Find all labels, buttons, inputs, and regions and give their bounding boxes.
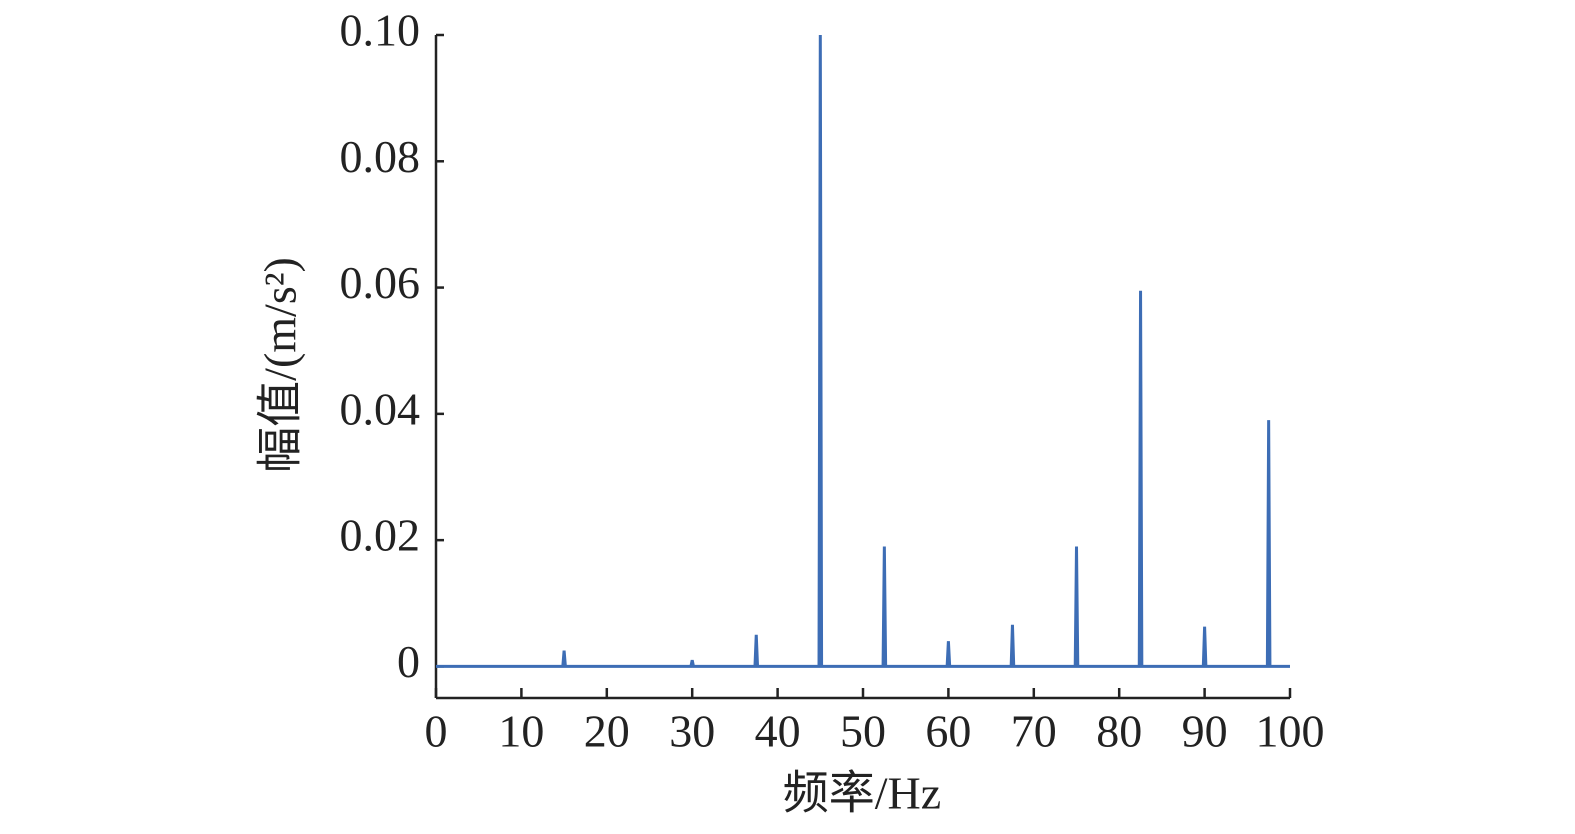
x-tick-label: 90 (1182, 706, 1228, 757)
x-tick-label: 80 (1096, 706, 1142, 757)
y-tick-label: 0.06 (340, 257, 421, 308)
y-axis-label: 幅值/(m/s²) (255, 257, 306, 473)
x-tick-label: 50 (840, 706, 886, 757)
x-tick-label: 40 (755, 706, 801, 757)
x-axis-label: 频率/Hz (783, 768, 941, 819)
y-tick-label: 0.04 (340, 383, 421, 434)
x-tick-label: 0 (425, 706, 448, 757)
x-tick-label: 10 (498, 706, 544, 757)
x-tick-label: 30 (669, 706, 715, 757)
y-tick-label: 0.08 (340, 131, 421, 182)
data-line (436, 34, 1290, 668)
x-tick-label: 100 (1256, 706, 1325, 757)
x-tick-label: 20 (584, 706, 630, 757)
y-tick-label: 0.02 (340, 510, 421, 561)
y-tick-label: 0.10 (340, 5, 421, 56)
x-tick-label: 60 (925, 706, 971, 757)
y-tick-label: 0 (397, 636, 420, 687)
x-tick-label: 70 (1011, 706, 1057, 757)
